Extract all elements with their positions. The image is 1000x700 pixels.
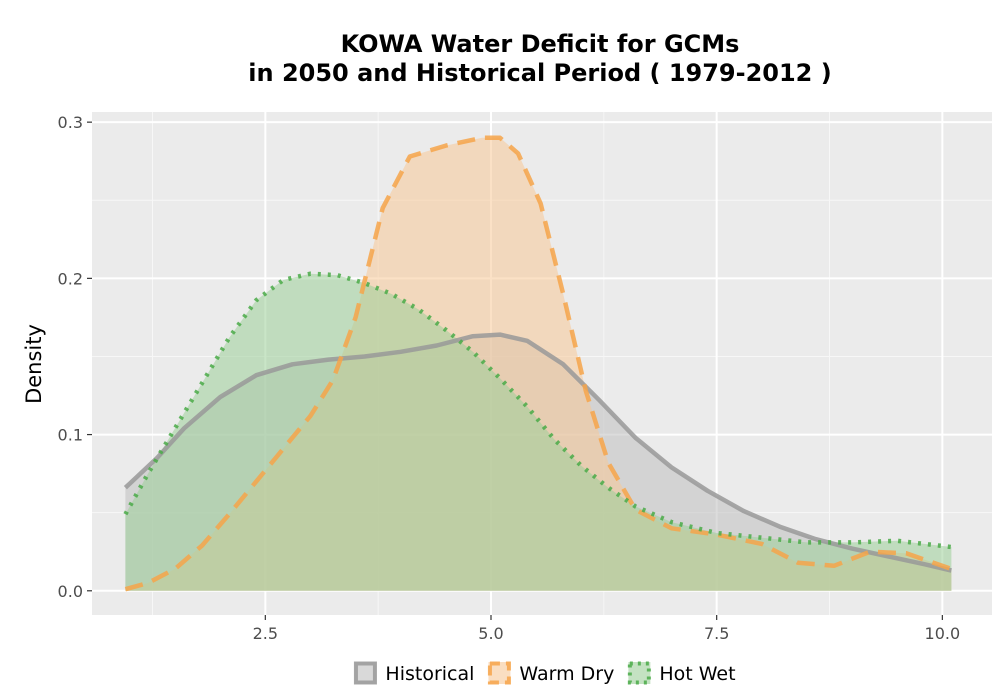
y-tick-label: 0.3 [58, 113, 83, 132]
legend-key-hot-wet [627, 661, 651, 685]
chart-title-line-2: in 2050 and Historical Period ( 1979-201… [248, 59, 832, 87]
series-lines [123, 135, 953, 592]
legend-key-warm-dry [487, 661, 511, 685]
x-tick-label: 10.0 [925, 624, 961, 643]
series-fills [125, 137, 952, 591]
y-tick-label: 0.2 [58, 269, 83, 288]
density-line-warm-dry [124, 135, 953, 592]
density-line-hot-wet [123, 271, 952, 550]
x-tick-label: 7.5 [704, 624, 729, 643]
legend-label-hot-wet: Hot Wet [659, 663, 735, 685]
legend: Historical Warm Dry Hot Wet [353, 661, 736, 685]
legend-label-warm-dry: Warm Dry [519, 663, 614, 685]
chart-title: KOWA Water Deficit for GCMs in 2050 and … [90, 30, 990, 88]
legend-label-historical: Historical [385, 663, 474, 685]
density-line-historical [123, 332, 952, 573]
y-tick-label: 0.1 [58, 426, 83, 445]
chart-title-line-1: KOWA Water Deficit for GCMs [340, 30, 740, 58]
x-axis: 2.5 5.0 7.5 10.0 [253, 615, 961, 643]
y-tick-label: 0.0 [58, 582, 83, 601]
x-tick-label: 2.5 [253, 624, 278, 643]
y-axis-title: Density [22, 324, 46, 404]
x-tick-label: 5.0 [478, 624, 503, 643]
legend-key-historical [353, 661, 377, 685]
density-area-hot-wet [125, 273, 952, 591]
y-axis: 0.0 0.1 0.2 0.3 [58, 113, 92, 601]
